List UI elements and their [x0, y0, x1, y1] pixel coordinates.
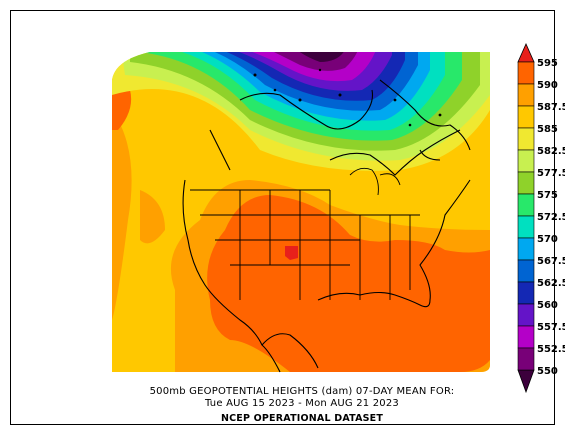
- title-line-1: 500mb GEOPOTENTIAL HEIGHTS (dam) 07-DAY …: [149, 386, 455, 397]
- colorbar-label: 587.5: [537, 102, 565, 113]
- colorbar-swatch: [517, 105, 535, 129]
- colorbar-swatch: [517, 83, 535, 107]
- coastlines: [182, 79, 471, 373]
- colorbar-swatch: [517, 259, 535, 283]
- colorbar-label: 557.5: [537, 322, 565, 333]
- colorbar: 595 590 587.5 585 582.5 577.5 575 572.5 570 567.5…: [517, 43, 565, 394]
- colorbar-label: 590: [537, 80, 558, 91]
- colorbar-label: 582.5: [537, 146, 565, 157]
- contour-fill: [112, 52, 490, 372]
- title-line-2: Tue AUG 15 2023 - Mon AUG 21 2023: [205, 398, 399, 409]
- colorbar-swatch: [517, 193, 535, 217]
- colorbar-swatch: [517, 281, 535, 305]
- colorbar-label: 595: [537, 58, 558, 69]
- colorbar-swatch: [517, 325, 535, 349]
- colorbar-swatch: [517, 347, 535, 371]
- colorbar-swatch: [517, 171, 535, 195]
- colorbar-label: 552.5: [537, 344, 565, 355]
- colorbar-label: 550: [537, 366, 558, 377]
- colorbar-swatch: [517, 61, 535, 85]
- colorbar-top-arrow: [517, 43, 535, 63]
- colorbar-label: 560: [537, 300, 558, 311]
- borders: [190, 167, 420, 300]
- colorbar-swatch: [517, 149, 535, 173]
- colorbar-label: 572.5: [537, 212, 565, 223]
- colorbar-label: 575: [537, 190, 558, 201]
- colorbar-swatch: [517, 127, 535, 151]
- colorbar-swatch: [517, 237, 535, 261]
- colorbar-label: 577.5: [537, 168, 565, 179]
- colorbar-label: 562.5: [537, 278, 565, 289]
- arctic-islands: [253, 68, 442, 127]
- colorbar-label: 570: [537, 234, 558, 245]
- colorbar-bottom-arrow: [517, 369, 535, 394]
- title-line-3: NCEP OPERATIONAL DATASET: [220, 413, 384, 424]
- colorbar-label: 567.5: [537, 256, 565, 267]
- colorbar-swatch: [517, 303, 535, 327]
- colorbar-label: 585: [537, 124, 558, 135]
- colorbar-swatch: [517, 215, 535, 239]
